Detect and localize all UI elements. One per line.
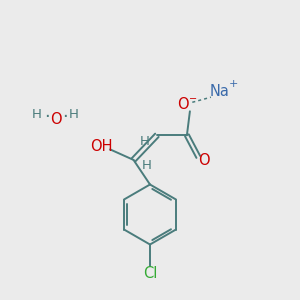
Text: OH: OH [91, 139, 113, 154]
Text: H: H [69, 108, 79, 121]
Text: H: H [140, 135, 149, 148]
Text: Na: Na [210, 84, 230, 99]
Text: H: H [142, 159, 152, 172]
Text: ·: · [61, 108, 68, 126]
Text: H: H [32, 108, 42, 121]
Text: O: O [178, 97, 189, 112]
Text: ·: · [44, 108, 50, 126]
Text: O: O [198, 153, 209, 168]
Text: O: O [50, 112, 61, 128]
Text: +: + [229, 79, 238, 89]
Text: Cl: Cl [143, 266, 157, 281]
Text: −: − [189, 94, 197, 104]
